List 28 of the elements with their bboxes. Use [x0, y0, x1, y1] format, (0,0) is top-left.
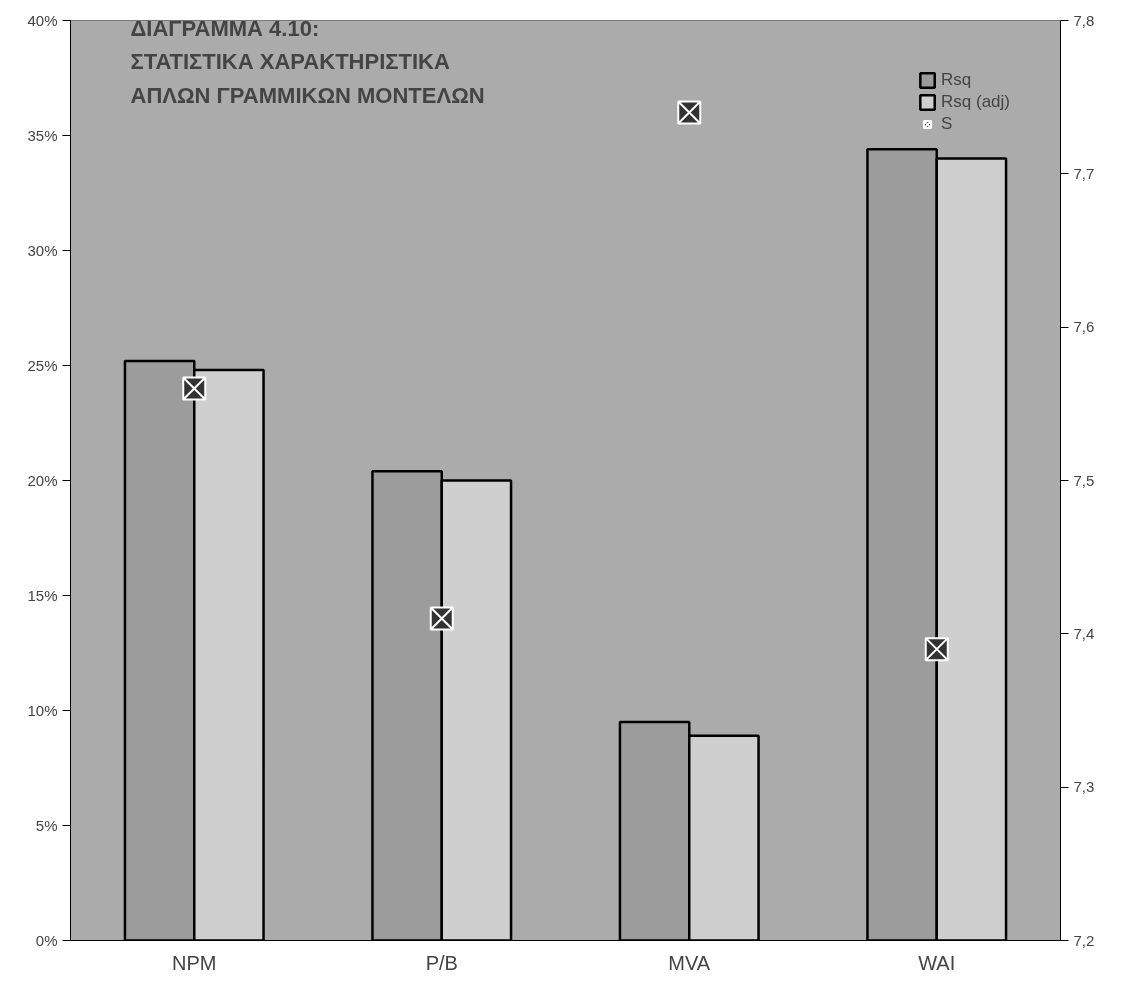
text: ΔΙΑΓΡΑΜΜΑ 4.10: ΣΤΑΤΙΣΤΙΚΑ ΧΑΡΑΚΤΗΡΙΣΤΙΚΑ ΑΠΛΩΝ ΓΡΑΜΜΙΚΩΝ ΜΟΝΤΕΛΩΝ: [130, 15, 485, 108]
y-tick-label: 15%: [27, 587, 58, 604]
y-tick-label: 25%: [27, 357, 58, 374]
legend-label: Rsq (adj): [941, 92, 1010, 112]
y-tick-label: 5%: [35, 817, 58, 834]
point: [182, 376, 207, 401]
y-tick-label: 40%: [27, 12, 58, 29]
y-tick-label: 30%: [27, 242, 58, 259]
x-tick-label: P/B: [425, 951, 458, 974]
point: [924, 637, 949, 662]
point: [429, 606, 454, 631]
y-tick-label: 10%: [27, 702, 58, 719]
x-tick-label: WAI: [918, 951, 956, 974]
y-tick-label: 20%: [27, 472, 58, 489]
y2-tick-label: 7,6: [1073, 318, 1095, 336]
x-tick-label: NPM: [172, 951, 217, 974]
y2-tick-label: 7,4: [1073, 624, 1095, 642]
y2-tick-label: 7,2: [1073, 931, 1095, 949]
legend-label: S: [941, 114, 954, 134]
y-tick-label: 0%: [35, 932, 58, 949]
y2-tick-label: 7,5: [1073, 471, 1095, 489]
point: [677, 100, 702, 125]
y2-tick-label: 7,3: [1073, 778, 1095, 796]
y2-tick-label: 7,8: [1073, 11, 1095, 29]
legend-label: Rsq: [941, 70, 972, 90]
y2-tick-label: 7,7: [1073, 164, 1095, 182]
y-tick-label: 35%: [27, 127, 58, 144]
x-tick-label: MVA: [668, 951, 711, 974]
